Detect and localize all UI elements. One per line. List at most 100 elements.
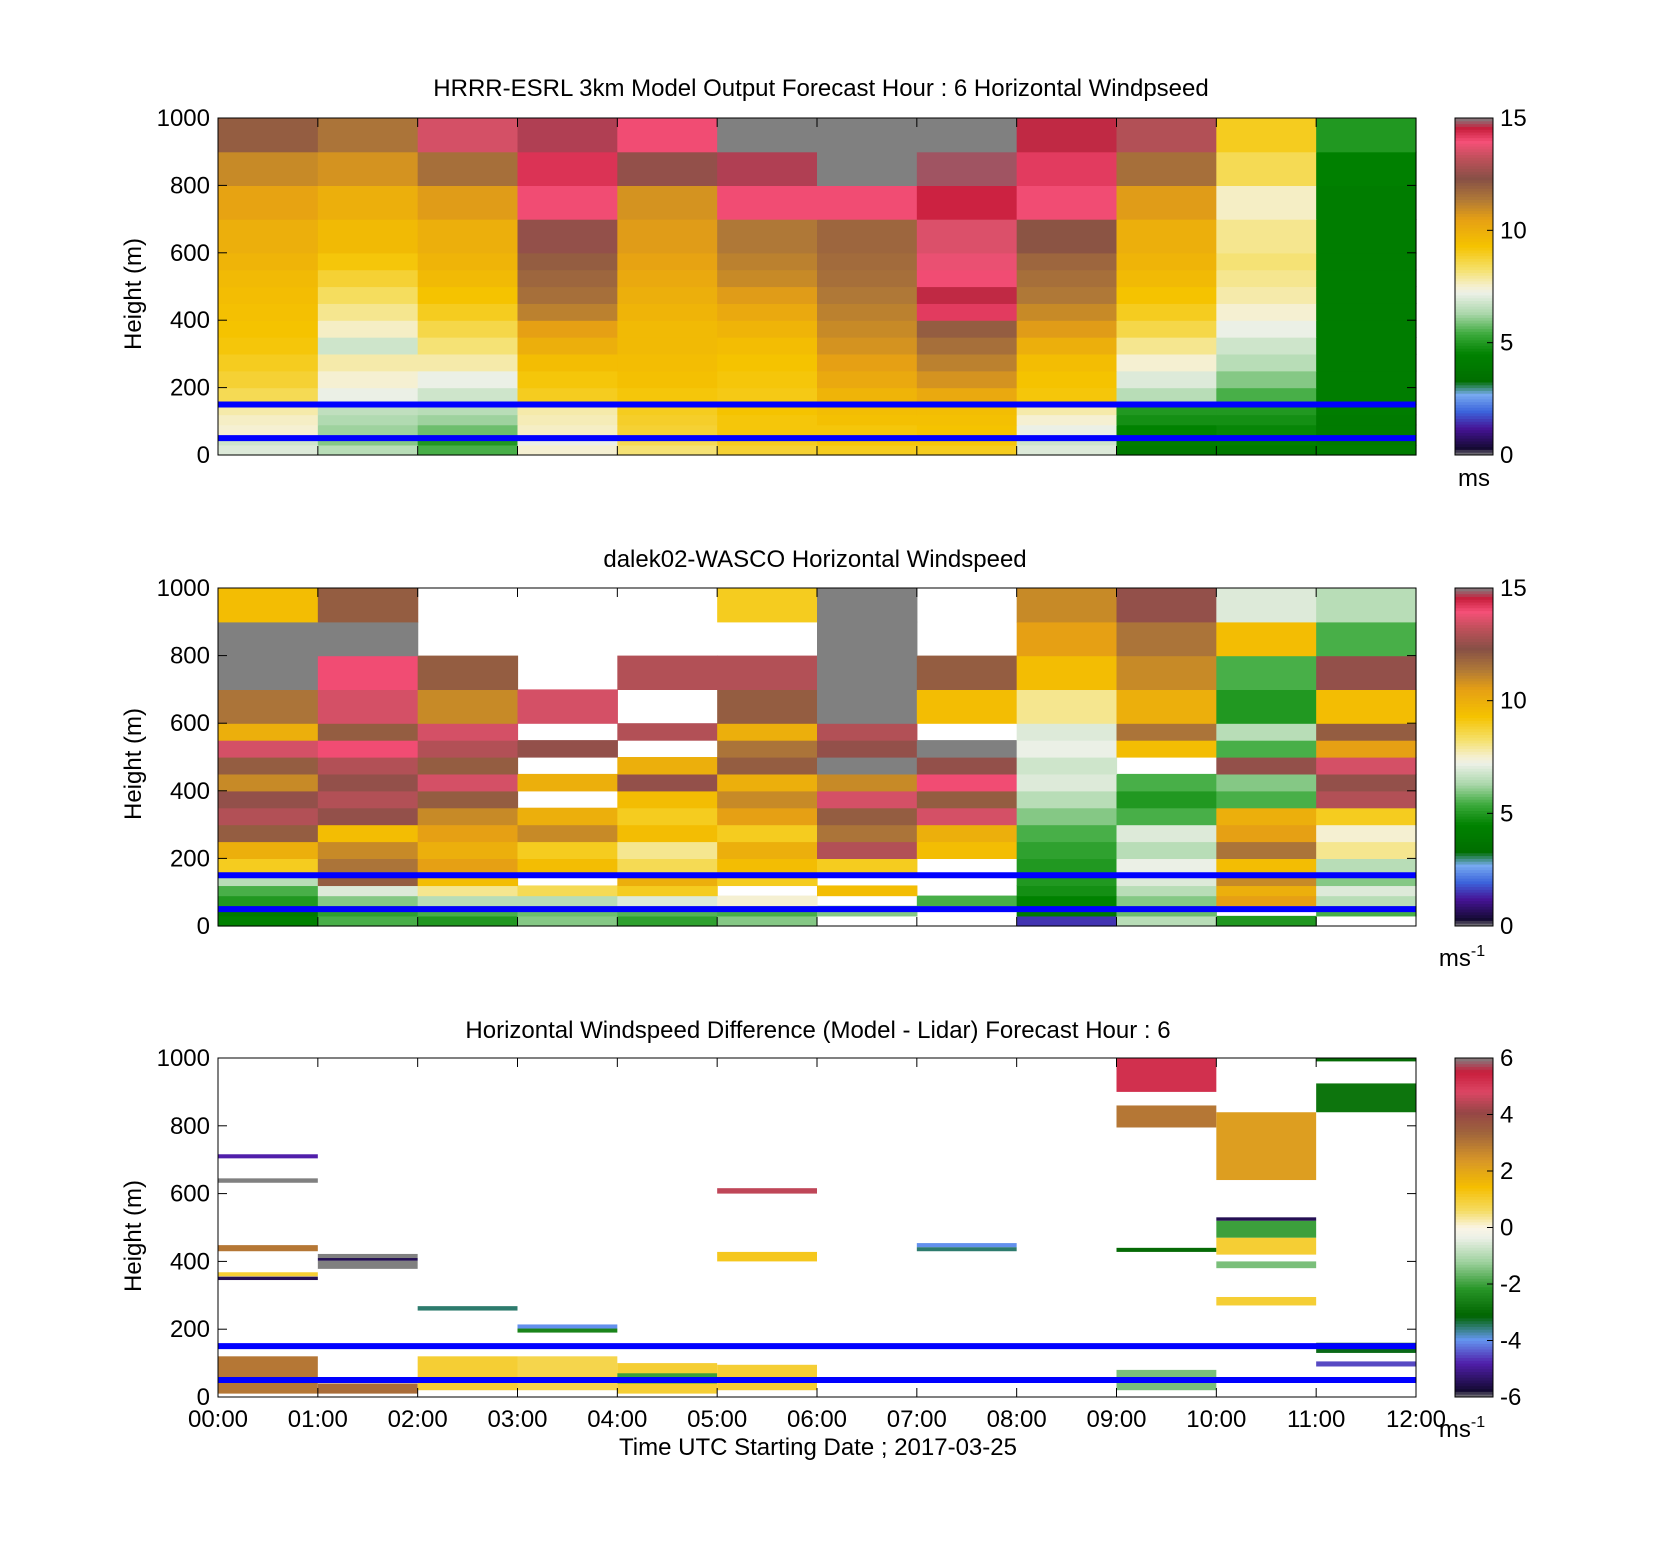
heatmap-cell [1116,337,1217,355]
heatmap-cell [916,807,1018,826]
colorbar-strip [1455,638,1493,643]
heatmap-cell [617,286,718,304]
heatmap-cell [317,387,419,406]
colorbar-strip [1455,680,1493,685]
heatmap-cell [817,151,918,186]
colorbar-strip [1455,415,1493,419]
heatmap-cell [617,414,718,426]
colorbar-strip [1455,1137,1493,1141]
colorbar-strip [1455,348,1493,352]
heatmap-cell [1016,723,1118,741]
colorbar-strip [1455,396,1493,400]
colorbar-strip [1455,387,1493,391]
reference-lines [218,1343,1416,1384]
heatmap-cell [417,689,519,724]
colorbar-strip [1455,745,1493,750]
colorbar-strip [1455,683,1493,688]
x-tick-label: 06:00 [787,1406,847,1433]
colorbar [1454,587,1494,927]
y-tick-label: 200 [170,845,210,872]
colorbar-strip [1455,593,1493,597]
heatmap-cell [517,219,618,254]
colorbar-strip [1455,398,1493,403]
colorbar-strip [1455,373,1493,377]
heatmap-cell [1316,286,1417,304]
heatmap-cell [1316,858,1417,876]
colorbar-strip [1455,799,1493,803]
heatmap-cell [1216,118,1317,153]
heatmap-cell [1016,118,1118,153]
panel-title: HRRR-ESRL 3km Model Output Forecast Hour… [433,75,1208,102]
heatmap-cell [916,444,1018,456]
colorbar-strip [1455,1187,1493,1192]
colorbar-strip [1455,255,1493,259]
heatmap-cell [1316,337,1417,355]
heatmap-cell [617,655,718,690]
y-tick-label: 1000 [157,1045,210,1072]
heatmap-cell [617,219,718,254]
heatmap-cell [218,740,319,758]
y-tick-label: 800 [170,172,210,199]
colorbar-strip [1455,1368,1493,1373]
colorbar-strip [1455,1173,1493,1178]
heatmap-cell [317,807,419,826]
heatmap-cell [1016,404,1118,416]
heatmap-cell [717,404,818,416]
colorbar-strip [1455,1258,1493,1262]
y-tick-label: 0 [197,913,210,940]
heatmap-cell [317,353,419,372]
colorbar-strip [1455,432,1493,436]
colorbar-strip [1455,289,1493,293]
colorbar-strip [1455,790,1493,795]
colorbar-strip [1455,426,1493,431]
colorbar-unit-sup: -1 [1471,943,1485,960]
colorbar-strip [1455,1363,1493,1367]
colorbar-strip [1455,235,1493,240]
colorbar-strip [1455,339,1493,344]
colorbar-strip [1455,847,1493,851]
colorbar-strip [1455,1394,1493,1398]
colorbar [1454,117,1494,456]
colorbar-strip [1455,351,1493,355]
colorbar-strip [1455,1235,1493,1240]
y-axis-label: Height (m) [120,708,147,820]
colorbar-strip [1455,886,1493,890]
heatmap-cell [1216,895,1317,907]
heatmap-cell [717,773,818,792]
heatmap-cell [717,387,818,406]
colorbar-strip [1455,1190,1493,1195]
heatmap-cell [1216,773,1317,792]
colorbar-strip [1455,661,1493,665]
heatmap-cell [1016,303,1118,321]
heatmap-cell [916,689,1018,724]
colorbar-strip [1455,359,1493,363]
colorbar-strip [1455,438,1493,442]
heatmap-cell [1216,790,1317,809]
heatmap-cell [218,337,319,355]
heatmap-cell [617,885,718,897]
x-tick-label: 09:00 [1086,1406,1146,1433]
heatmap-cell [817,387,918,406]
heatmap-cell [417,773,519,792]
colorbar-strip [1455,148,1493,153]
heatmap-cell [1216,269,1317,288]
heatmap-cell [1216,185,1317,220]
heatmap-cell [1016,807,1118,826]
colorbar-strip [1455,900,1493,904]
heatmap-cell [916,151,1018,186]
difference-band [218,1272,318,1277]
x-tick-label: 04:00 [587,1406,647,1433]
heatmap-cell [1216,424,1317,436]
heatmap-cell [218,252,319,271]
colorbar-strip [1455,120,1493,125]
colorbar-strip [1455,624,1493,628]
colorbar-strip [1455,616,1493,620]
heatmap-cell [1216,885,1317,897]
colorbar-strip [1455,1295,1493,1299]
colorbar-strip [1455,345,1493,349]
heatmap-cell [1116,404,1217,416]
heatmap-cell [417,414,519,426]
heatmap-cell [1116,219,1217,254]
colorbar-strip [1455,818,1493,823]
heatmap-cell [817,118,918,153]
